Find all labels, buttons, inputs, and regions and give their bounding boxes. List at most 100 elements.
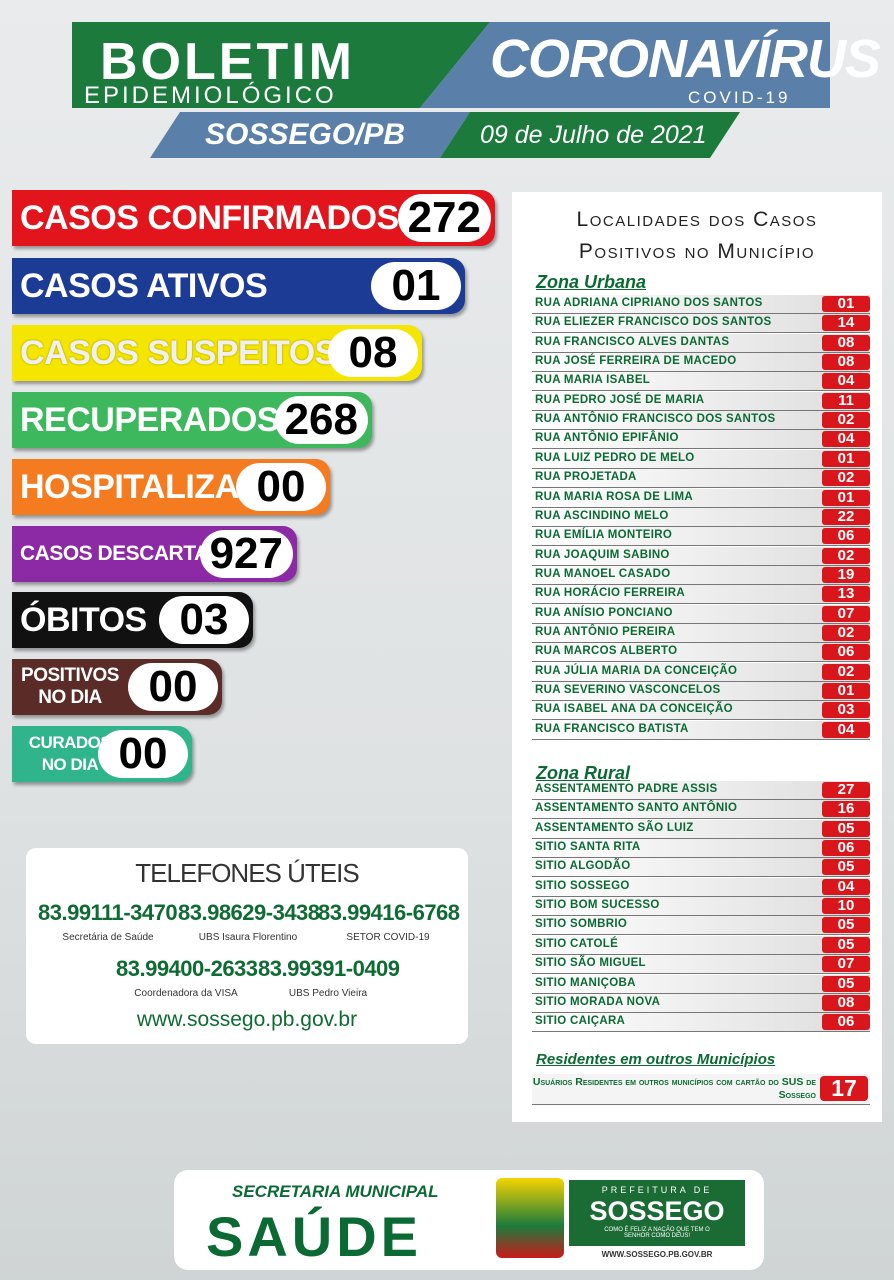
phone-label: UBS Pedro Vieira [288,988,368,999]
locality-name: RUA MANOEL CASADO [535,567,671,580]
locality-name: RUA ANTÔNIO PEREIRA [535,625,676,638]
locality-row: RUA MARCOS ALBERTO 06 [532,643,870,663]
stat-box: CASOS SUSPEITOS 08 [12,325,422,381]
stat-box: POSITIVOS NO DIA 00 [12,659,222,715]
motto: COMO É FELIZ A NAÇÃO QUE TEM O SENHOR CO… [604,1227,710,1239]
locality-row: SITIO MORADA NOVA 08 [532,993,870,1013]
locality-count: 06 [822,528,870,545]
locality-name: RUA MARIA ROSA DE LIMA [535,490,694,503]
stat-value: 00 [236,462,326,511]
locality-row: RUA JOAQUIM SABINO 02 [532,546,870,566]
phones-title: TELEFONES ÚTEIS [135,858,359,888]
phone-number: 83.99391-0409 [258,956,400,981]
locality-name: RUA EMÍLIA MONTEIRO [535,529,673,542]
phone-label: SETOR COVID-19 [346,932,430,943]
locality-row: SITIO SÃO MIGUEL 07 [532,955,870,975]
locality-count: 07 [822,605,870,622]
locality-row: RUA JOSÉ FERREIRA DE MACEDO 08 [532,353,870,373]
phone-number: 83.99416-6768 [318,900,460,925]
locality-name: RUA MARCOS ALBERTO [535,645,678,658]
locality-count: 19 [822,566,870,583]
stat-value: 272 [397,193,491,242]
stat-box: CASOS CONFIRMADOS 272 [12,190,495,246]
locality-row: SITIO SOMBRIO 05 [532,916,870,936]
locality-count: 05 [822,859,870,876]
location: SOSSEGO/PB [205,118,406,151]
locality-count: 02 [822,663,870,680]
date: 09 de Julho de 2021 [480,121,707,149]
locality-row: RUA ADRIANA CIPRIANO DOS SANTOS 01 [532,295,870,314]
localities-title: Localidades dos Casos Positivos no Municí… [512,204,882,268]
subtitle: EPIDEMIOLÓGICO [84,82,337,109]
stat-value: 08 [328,328,418,377]
logo: PREFEITURA DE SOSSEGO COMO É FELIZ A NAÇ… [569,1180,745,1246]
locality-row: ASSENTAMENTO SÃO LUIZ 05 [532,819,870,839]
locality-count: 06 [822,644,870,661]
others-text: Usuários Residentes em outros municípios… [532,1076,816,1101]
locality-row: RUA LUIZ PEDRO DE MELO 01 [532,449,870,469]
locality-count: 22 [822,508,870,525]
locality-count: 02 [822,624,870,641]
locality-count: 02 [822,412,870,429]
stat-box: RECUPERADOS 268 [12,392,372,448]
locality-count: 06 [822,1014,870,1031]
locality-name: RUA PEDRO JOSÉ DE MARIA [535,393,705,406]
locality-row: RUA MANOEL CASADO 19 [532,565,870,585]
others-heading: Residentes em outros Municípios [536,1051,776,1068]
locality-row: RUA EMÍLIA MONTEIRO 06 [532,527,870,547]
stat-box: CASOS DESCARTADOS 927 [12,526,297,582]
stat-box: CURADOS NO DIA 00 [12,726,192,782]
saude: SAÚDE [206,1205,423,1268]
phone-number: 83.99400-2633 [116,956,258,981]
others-row: Usuários Residentes em outros municípios… [532,1074,870,1105]
locality-count: 01 [822,489,870,506]
stat-value: 268 [274,395,368,444]
locality-name: ASSENTAMENTO SÃO LUIZ [535,821,694,834]
stat-label: CASOS SUSPEITOS [20,333,337,372]
locality-name: RUA FRANCISCO ALVES DANTAS [535,335,730,348]
locality-row: RUA FRANCISCO BATISTA 04 [532,720,870,740]
footer: SECRETARIA MUNICIPAL SAÚDE PREFEITURA DE… [174,1170,764,1270]
locality-row: RUA ANTÔNIO FRANCISCO DOS SANTOS 02 [532,411,870,431]
locality-name: SITIO MORADA NOVA [535,995,661,1008]
locality-row: SITIO SOSSEGO 04 [532,877,870,897]
city: SOSSEGO [589,1196,725,1226]
locality-name: SITIO ALGODÃO [535,860,631,873]
locality-count: 03 [822,702,870,719]
locality-name: RUA ANTÔNIO FRANCISCO DOS SANTOS [535,413,776,426]
locality-name: SITIO BOM SUCESSO [535,899,660,912]
locality-name: ASSENTAMENTO PADRE ASSIS [535,783,718,795]
locality-name: RUA LUIZ PEDRO DE MELO [535,451,695,464]
locality-row: RUA ANTÔNIO PEREIRA 02 [532,623,870,643]
phones-box: TELEFONES ÚTEIS 83.99111-3470 Secretária … [26,848,468,1044]
locality-name: RUA FRANCISCO BATISTA [535,722,689,735]
locality-row: RUA FRANCISCO ALVES DANTAS 08 [532,333,870,353]
locality-count: 05 [822,936,870,953]
locality-name: RUA PROJETADA [535,471,637,484]
stat-label: CASOS DESCARTADOS [20,542,253,565]
stat-label: POSITIVOS NO DIA [21,665,119,708]
locality-count: 14 [822,315,870,332]
locality-count: 05 [822,820,870,837]
locality-count: 02 [822,470,870,487]
locality-name: RUA JÚLIA MARIA DA CONCEIÇÃO [535,664,738,677]
coat-of-arms [496,1178,564,1258]
locality-count: 05 [822,975,870,992]
locality-name: SITIO SÃO MIGUEL [535,957,646,970]
locality-row: SITIO SANTA RITA 06 [532,839,870,859]
phone-label: Coordenadora da VISA [134,988,238,999]
stat-box: ÓBITOS 03 [12,592,253,648]
locality-name: SITIO MANIÇOBA [535,976,636,989]
phone-number: 83.99111-3470 [38,900,178,925]
locality-row: RUA SEVERINO VASCONCELOS 01 [532,682,870,701]
locality-row: RUA ANÍSIO PONCIANO 07 [532,604,870,624]
website: www.sossego.pb.gov.br [136,1008,358,1031]
locality-count: 02 [822,547,870,564]
secretaria: SECRETARIA MUNICIPAL [232,1182,439,1201]
rural-heading: Zona Rural [536,763,631,783]
locality-row: RUA PEDRO JOSÉ DE MARIA 11 [532,391,870,411]
locality-count: 10 [822,898,870,915]
locality-name: RUA MARIA ISABEL [535,374,651,387]
stat-label: ÓBITOS [20,600,147,639]
stat-value: 03 [159,595,249,644]
